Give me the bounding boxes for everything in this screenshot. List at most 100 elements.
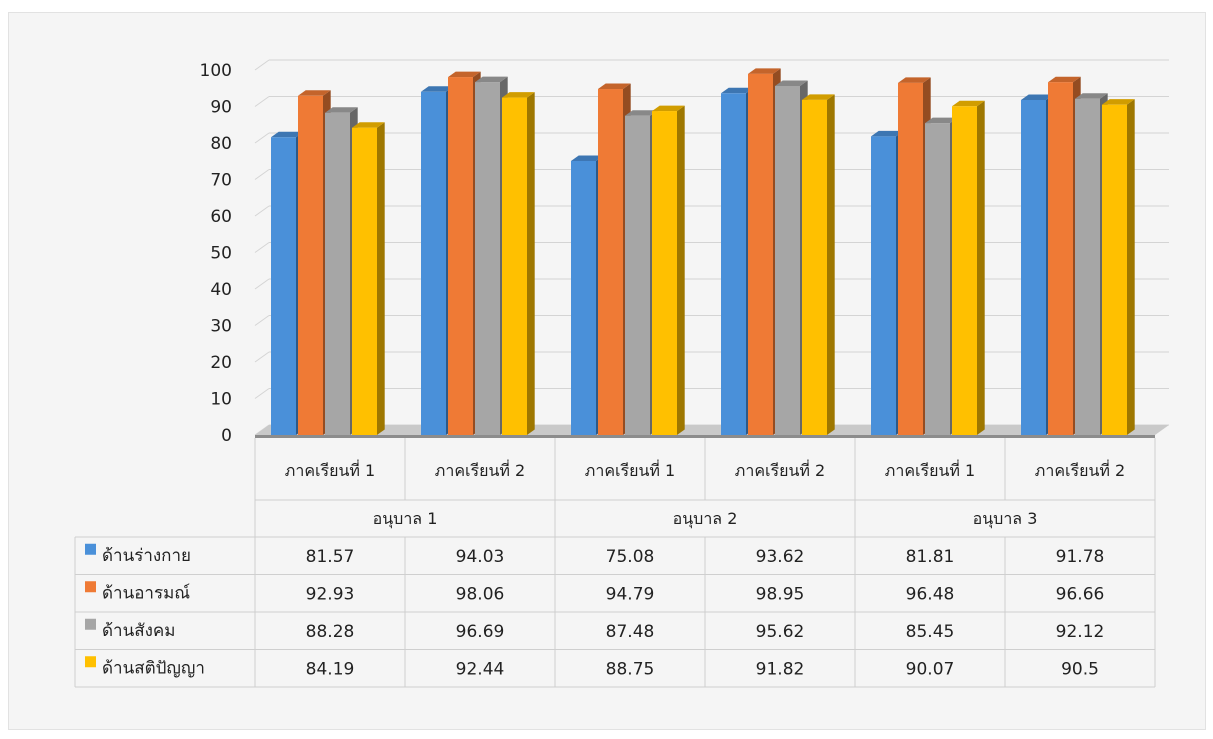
- bar-top: [271, 131, 304, 138]
- chart-floor-edge: [255, 435, 1155, 438]
- data-label: 90.07: [906, 659, 955, 679]
- group-label: อนุบาล 2: [673, 509, 738, 529]
- data-label: 81.57: [306, 547, 355, 567]
- category-label: ภาคเรียนที่ 2: [735, 459, 825, 480]
- y-tick-label: 30: [210, 317, 232, 337]
- group-label: อนุบาล 3: [973, 509, 1038, 529]
- legend-label: ด้านร่างกาย: [102, 546, 191, 566]
- bar-top: [352, 122, 385, 128]
- bar-side: [677, 105, 685, 435]
- bar: [748, 73, 773, 436]
- bar: [898, 82, 923, 436]
- bar: [475, 82, 500, 436]
- data-label: 88.75: [606, 659, 655, 679]
- data-label: 94.03: [456, 547, 505, 567]
- data-label: 91.82: [756, 659, 805, 679]
- y-tick-label: 0: [221, 426, 232, 446]
- data-label: 98.95: [756, 584, 805, 604]
- bar-top: [652, 105, 685, 112]
- category-label: ภาคเรียนที่ 1: [285, 459, 375, 480]
- bar-top: [598, 83, 631, 90]
- legend-swatch: [85, 656, 96, 668]
- bar-top: [925, 117, 958, 124]
- bar: [1075, 98, 1100, 436]
- category-label: ภาคเรียนที่ 1: [885, 459, 975, 480]
- data-label: 91.78: [1056, 547, 1105, 567]
- bar-side: [377, 122, 385, 436]
- bar: [625, 115, 650, 435]
- bar-top: [871, 130, 904, 137]
- gridline-side: [254, 388, 270, 399]
- bar-top: [1075, 93, 1108, 99]
- bar-top: [325, 107, 358, 113]
- bar: [352, 127, 377, 436]
- category-label: ภาคเรียนที่ 2: [1035, 459, 1125, 480]
- bar-top: [952, 100, 985, 107]
- bar: [571, 160, 596, 435]
- bar: [421, 91, 446, 435]
- bar-top: [721, 87, 754, 94]
- bar: [1048, 82, 1073, 435]
- bar-top: [502, 92, 535, 98]
- gridline-side: [254, 96, 270, 107]
- data-label: 88.28: [306, 622, 355, 642]
- gridline-side: [254, 315, 270, 326]
- data-label: 96.66: [1056, 584, 1105, 604]
- data-label: 92.44: [456, 659, 505, 679]
- bar: [298, 95, 323, 436]
- y-tick-label: 60: [210, 207, 232, 227]
- data-label: 84.19: [306, 659, 355, 679]
- legend-label: ด้านอารมณ์: [102, 583, 190, 603]
- legend-label: ด้านสติปัญญา: [102, 658, 205, 678]
- bar-top: [421, 86, 454, 92]
- data-label: 93.62: [756, 547, 805, 567]
- bar-top: [571, 155, 604, 161]
- bar-top: [898, 77, 931, 83]
- bar: [871, 136, 896, 435]
- y-tick-label: 50: [210, 244, 232, 264]
- data-label: 81.81: [906, 547, 955, 567]
- bar: [598, 89, 623, 435]
- gridline-side: [254, 278, 270, 290]
- data-label: 94.79: [606, 584, 655, 604]
- y-tick-label: 100: [200, 61, 232, 81]
- bar-side: [827, 94, 835, 436]
- bar: [721, 93, 746, 436]
- category-label: ภาคเรียนที่ 1: [585, 459, 675, 480]
- bar-top: [1048, 76, 1081, 83]
- data-label: 98.06: [456, 584, 505, 604]
- data-label: 75.08: [606, 547, 655, 567]
- y-tick-label: 10: [210, 390, 232, 410]
- bar-top: [1021, 94, 1054, 101]
- bar: [448, 77, 473, 436]
- data-label: 92.12: [1056, 622, 1105, 642]
- data-label: 87.48: [606, 622, 655, 642]
- bar: [1102, 104, 1127, 436]
- gridline-side: [254, 205, 270, 217]
- data-label: 92.93: [306, 584, 355, 604]
- gridline-side: [254, 351, 270, 363]
- bar: [952, 106, 977, 435]
- y-tick-label: 20: [210, 353, 232, 373]
- bar-top: [1102, 99, 1135, 105]
- data-label: 90.5: [1061, 659, 1099, 679]
- legend-swatch: [85, 543, 96, 555]
- bar: [325, 112, 350, 435]
- bar: [1021, 100, 1046, 436]
- bar: [652, 111, 677, 435]
- bar: [271, 137, 296, 435]
- bar-side: [1127, 99, 1135, 436]
- y-tick-label: 80: [210, 134, 232, 154]
- bar-top: [448, 71, 481, 78]
- data-label: 96.48: [906, 584, 955, 604]
- bar-side: [527, 92, 535, 436]
- y-tick-label: 90: [210, 98, 232, 118]
- bar-top: [802, 94, 835, 100]
- y-tick-label: 40: [210, 280, 232, 300]
- bar: [925, 123, 950, 436]
- legend-swatch: [85, 581, 96, 593]
- bar-top: [298, 90, 331, 96]
- gridline-side: [254, 132, 270, 144]
- bar-top: [748, 68, 781, 74]
